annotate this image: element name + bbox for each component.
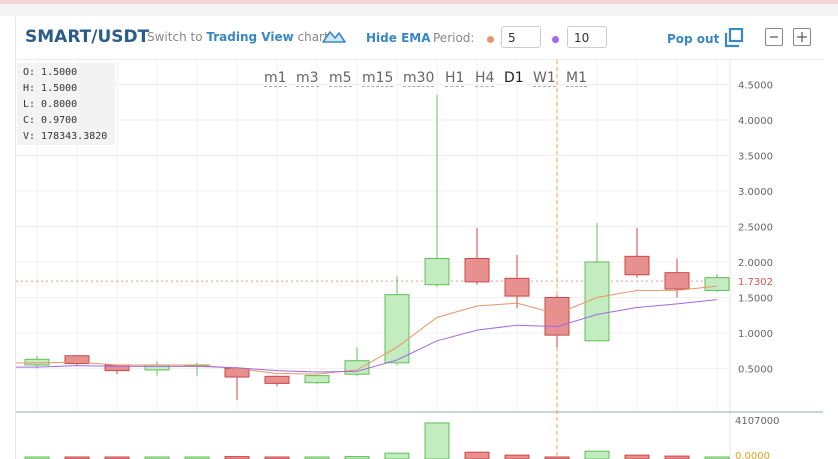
timeframe-h1[interactable]: H1 (445, 70, 465, 87)
zoom-in-button[interactable] (793, 28, 811, 46)
volume-bar (144, 456, 170, 459)
pop-out-button[interactable]: Pop out (667, 32, 720, 46)
minus-icon (770, 36, 778, 38)
candle-body (24, 358, 50, 366)
switch-suffix: chart (293, 30, 329, 44)
timeframe-mo1[interactable]: M1 (566, 70, 587, 87)
ema-fast-dot-icon (487, 36, 494, 43)
timeframe-m5[interactable]: m5 (329, 70, 352, 87)
price-tick-label: 3.0000 (738, 187, 773, 198)
ohlc-volume: V: 178343.3820 (23, 131, 108, 142)
candle-body (304, 375, 330, 384)
pop-out-icon[interactable] (724, 28, 744, 48)
price-tick-label: 1.0000 (738, 329, 773, 340)
period-slow-input[interactable]: 10 (567, 26, 607, 48)
trading-view-link[interactable]: Trading View (206, 30, 294, 44)
volume-bar (184, 456, 210, 459)
price-tick-label: 0.5000 (738, 365, 773, 376)
candle-body (624, 255, 650, 276)
candle-body (424, 257, 450, 286)
candle-body (504, 277, 530, 297)
volume-bar (24, 456, 50, 459)
timeframe-d1[interactable]: D1 (504, 70, 524, 86)
candle-body (344, 360, 370, 375)
price-tick-label: 1.5000 (738, 294, 773, 305)
switch-chart-text: Switch to Trading View chart (147, 30, 329, 44)
volume-bar (704, 456, 730, 459)
candle-body (64, 355, 90, 365)
candle-body (584, 261, 610, 342)
candle-body (464, 257, 490, 283)
volume-max-label: 4107000 (735, 416, 780, 427)
ohlc-low: L: 0.8000 (23, 99, 78, 110)
volume-zero-label: 0.0000 (735, 451, 770, 459)
period-fast-input[interactable]: 5 (501, 26, 541, 48)
plus-icon (797, 32, 807, 42)
ema-fast-line (16, 285, 718, 375)
ohlc-high: H: 1.5000 (23, 83, 78, 94)
ohlc-info-box: O: 1.5000 H: 1.5000 L: 0.8000 C: 0.9700 … (17, 63, 115, 145)
candle-body (264, 375, 290, 384)
trading-view-icon[interactable] (322, 28, 346, 44)
top-accent-bar (0, 0, 838, 4)
timeframe-m15[interactable]: m15 (362, 70, 394, 87)
timeframe-m30[interactable]: m30 (403, 70, 435, 87)
volume-bar (624, 454, 650, 459)
chart-panel (15, 17, 824, 459)
hide-ema-button[interactable]: Hide EMA (366, 31, 431, 45)
pair-title: SMART/USDT (25, 27, 150, 47)
volume-bar (64, 456, 90, 459)
candle-body (384, 294, 410, 364)
price-tick-label: 2.5000 (738, 223, 773, 234)
timeframe-m1[interactable]: m1 (264, 70, 287, 87)
price-tick-label: 4.5000 (738, 81, 773, 92)
volume-bar (544, 456, 570, 459)
ohlc-open: O: 1.5000 (23, 67, 78, 78)
ema-slow-dot-icon (552, 36, 559, 43)
zoom-out-button[interactable] (765, 28, 783, 46)
last-price-label: 1.7302 (738, 277, 773, 288)
candle-body (704, 277, 730, 291)
volume-bar (304, 456, 330, 459)
timeframe-w1[interactable]: W1 (533, 70, 556, 87)
timeframe-h4[interactable]: H4 (475, 70, 495, 87)
candle-body (664, 272, 690, 290)
chart-header: SMART/USDT Switch to Trading View chart … (15, 17, 823, 60)
price-tick-label: 4.0000 (738, 116, 773, 127)
volume-bar (384, 452, 410, 459)
volume-bar (464, 451, 490, 459)
timeframe-m3[interactable]: m3 (296, 70, 319, 87)
ohlc-close: C: 0.9700 (23, 115, 78, 126)
volume-bar (584, 450, 610, 459)
period-label: Period: (433, 31, 475, 45)
candle-body (544, 297, 570, 336)
volume-bar (264, 456, 290, 459)
volume-bar (504, 454, 530, 459)
ema-slow-line (16, 299, 718, 373)
price-tick-label: 3.5000 (738, 152, 773, 163)
price-tick-label: 2.0000 (738, 258, 773, 269)
switch-prefix: Switch to (147, 30, 207, 44)
candle-body (144, 364, 170, 371)
top-gap (0, 4, 838, 16)
volume-bar (104, 456, 130, 459)
volume-bar (424, 422, 450, 459)
